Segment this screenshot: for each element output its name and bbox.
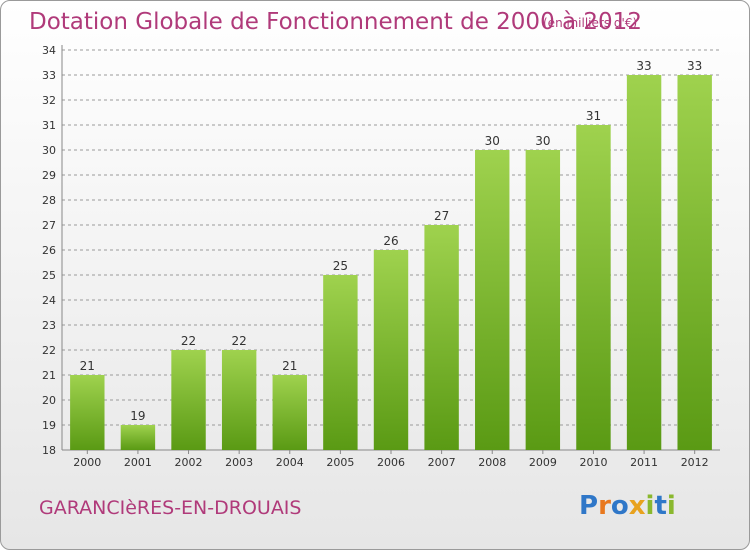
data-label: 25 xyxy=(333,259,348,273)
bar xyxy=(525,150,561,450)
bar xyxy=(70,375,105,450)
y-tick-label: 18 xyxy=(42,444,56,457)
data-label: 26 xyxy=(383,234,398,248)
x-tick-label: 2010 xyxy=(579,456,607,469)
x-tick-label: 2003 xyxy=(225,456,253,469)
bar xyxy=(475,150,510,450)
unit-note: (en milliers d'€) xyxy=(543,16,638,30)
bar xyxy=(677,75,712,450)
x-tick-label: 2002 xyxy=(175,456,203,469)
y-tick-label: 22 xyxy=(42,344,56,357)
data-label: 22 xyxy=(181,334,196,348)
bar xyxy=(373,250,409,450)
bar xyxy=(323,275,358,450)
bar xyxy=(171,350,206,450)
proxiti-logo: Proxiti xyxy=(579,491,676,521)
y-tick-label: 26 xyxy=(42,244,56,257)
data-label: 22 xyxy=(232,334,247,348)
y-tick-label: 28 xyxy=(42,194,56,207)
x-tick-label: 2011 xyxy=(630,456,658,469)
y-tick-label: 31 xyxy=(42,119,56,132)
bar xyxy=(424,225,459,450)
y-tick-label: 24 xyxy=(42,294,56,307)
x-tick-label: 2004 xyxy=(276,456,304,469)
x-axis-ticks: 2000 2001 2002 2003 2004 2005 2006 2007 2008 2009… xyxy=(73,450,709,469)
logo-letter: o xyxy=(610,491,629,521)
logo-letter: i xyxy=(645,491,655,521)
data-label: 21 xyxy=(80,359,95,373)
data-label: 33 xyxy=(636,59,651,73)
commune-name: GARANCIèRES-EN-DROUAIS xyxy=(39,497,302,519)
x-tick-label: 2000 xyxy=(73,456,101,469)
bar xyxy=(120,425,156,450)
chart-title: Dotation Globale de Fonctionnement de 20… xyxy=(29,9,642,35)
x-tick-label: 2012 xyxy=(681,456,709,469)
logo-letter: x xyxy=(628,491,646,521)
y-tick-label: 23 xyxy=(42,319,56,332)
bars xyxy=(70,75,712,450)
y-axis-ticks: 18 19 20 21 22 23 24 25 26 27 28 29 30 31 32 33 34 xyxy=(42,44,56,457)
data-label: 30 xyxy=(535,134,550,148)
y-tick-label: 30 xyxy=(42,144,56,157)
bar xyxy=(576,125,611,450)
y-tick-label: 33 xyxy=(42,69,56,82)
y-tick-label: 25 xyxy=(42,269,56,282)
y-tick-label: 21 xyxy=(42,369,56,382)
x-tick-label: 2001 xyxy=(124,456,152,469)
y-tick-label: 29 xyxy=(42,169,56,182)
bar xyxy=(272,375,307,450)
data-label: 30 xyxy=(485,134,500,148)
data-label: 19 xyxy=(130,409,145,423)
logo-letter: i xyxy=(666,491,676,521)
logo-letter: r xyxy=(598,491,611,521)
x-tick-label: 2007 xyxy=(428,456,456,469)
data-label: 33 xyxy=(687,59,702,73)
x-tick-label: 2009 xyxy=(529,456,557,469)
logo-letter: P xyxy=(579,491,599,521)
bar xyxy=(221,350,257,450)
y-tick-label: 19 xyxy=(42,419,56,432)
data-label: 21 xyxy=(282,359,297,373)
x-tick-label: 2008 xyxy=(478,456,506,469)
data-labels: 21 19 22 22 21 25 26 27 30 30 31 33 33 xyxy=(80,59,703,423)
bar xyxy=(626,75,662,450)
data-label: 27 xyxy=(434,209,449,223)
y-tick-label: 34 xyxy=(42,44,56,57)
y-tick-label: 20 xyxy=(42,394,56,407)
y-tick-label: 32 xyxy=(42,94,56,107)
logo-letter: t xyxy=(654,491,667,521)
x-tick-label: 2005 xyxy=(326,456,354,469)
data-label: 31 xyxy=(586,109,601,123)
y-tick-label: 27 xyxy=(42,219,56,232)
x-tick-label: 2006 xyxy=(377,456,405,469)
